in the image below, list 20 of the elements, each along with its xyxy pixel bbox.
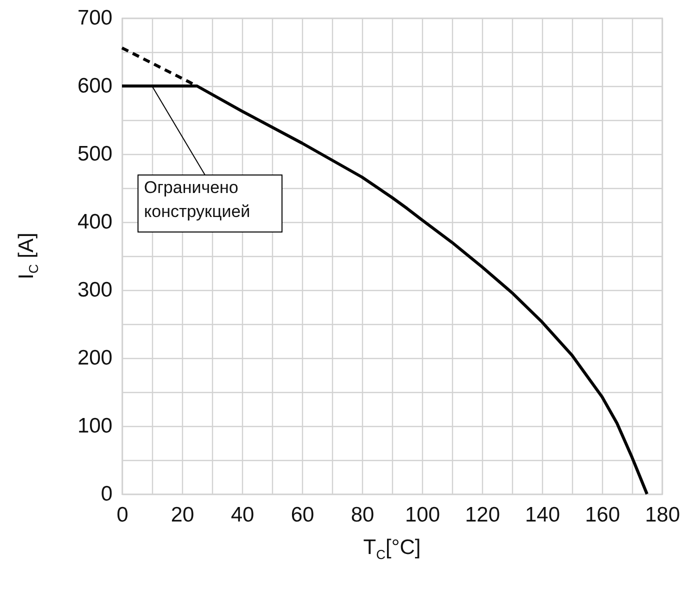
y-tick-label: 100 [77,414,112,438]
annotation: Ограничено конструкцией [144,178,250,221]
y-tick-label: 0 [100,482,112,506]
x-tick-label: 160 [584,504,620,526]
x-tick-label: 60 [290,504,314,526]
y-tick-label: 300 [77,278,112,302]
y-tick-label: 700 [77,6,112,30]
y-tick-label: 200 [77,346,112,370]
x-tick-label: 180 [644,504,680,526]
x-tick-label: 80 [350,504,374,526]
x-tick-label: 100 [404,504,440,526]
x-tick-label: 120 [464,504,500,526]
x-tick-label: 140 [524,504,560,526]
x-axis-title: T$_{C}$[°C] [363,536,421,562]
y-tick-label: 400 [77,210,112,234]
x-tick-label: 40 [230,504,254,526]
x-tick-label: 0 [116,504,128,526]
x-tick-label: 20 [170,504,194,526]
y-tick-label: 500 [77,142,112,166]
y-tick-label: 600 [77,74,112,98]
